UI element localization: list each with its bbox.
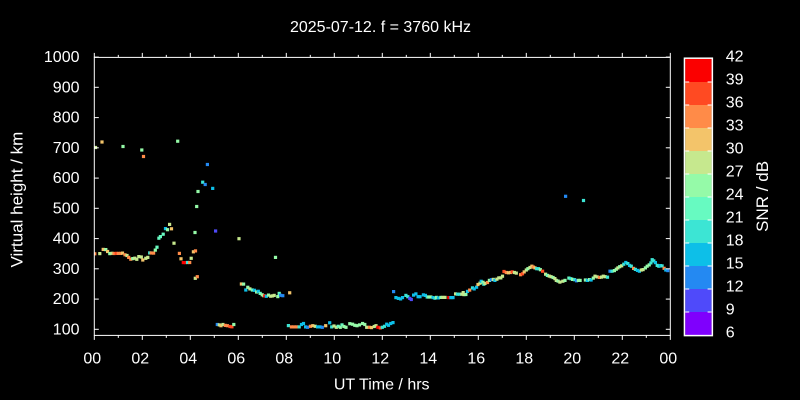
svg-text:15: 15 (726, 256, 744, 273)
svg-text:500: 500 (53, 200, 80, 217)
svg-text:SNR / dB: SNR / dB (753, 161, 772, 232)
svg-text:9: 9 (726, 302, 735, 319)
svg-text:12: 12 (371, 350, 389, 367)
svg-text:02: 02 (131, 350, 149, 367)
svg-text:18: 18 (726, 233, 744, 250)
svg-text:18: 18 (515, 350, 533, 367)
svg-text:12: 12 (726, 279, 744, 296)
svg-text:00: 00 (83, 350, 101, 367)
svg-text:UT Time / hrs: UT Time / hrs (334, 377, 430, 394)
svg-text:20: 20 (563, 350, 581, 367)
svg-text:16: 16 (467, 350, 485, 367)
svg-text:21: 21 (726, 210, 744, 227)
svg-text:06: 06 (227, 350, 245, 367)
svg-text:42: 42 (726, 49, 744, 66)
svg-text:800: 800 (53, 110, 80, 127)
svg-text:1000: 1000 (44, 49, 80, 66)
svg-text:30: 30 (726, 141, 744, 158)
svg-text:27: 27 (726, 164, 744, 181)
svg-text:900: 900 (53, 79, 80, 96)
svg-text:04: 04 (179, 350, 197, 367)
svg-text:600: 600 (53, 170, 80, 187)
svg-text:400: 400 (53, 231, 80, 248)
svg-text:300: 300 (53, 261, 80, 278)
svg-text:08: 08 (275, 350, 293, 367)
svg-text:10: 10 (323, 350, 341, 367)
svg-text:2025-07-12. f = 3760 kHz: 2025-07-12. f = 3760 kHz (290, 19, 471, 36)
svg-text:22: 22 (611, 350, 629, 367)
svg-text:00: 00 (659, 350, 677, 367)
svg-text:24: 24 (726, 187, 744, 204)
svg-text:Virtual height / km: Virtual height / km (8, 132, 27, 268)
svg-text:14: 14 (419, 350, 437, 367)
svg-text:6: 6 (726, 325, 735, 342)
svg-text:700: 700 (53, 140, 80, 157)
svg-text:100: 100 (53, 321, 80, 338)
svg-text:39: 39 (726, 72, 744, 89)
svg-text:33: 33 (726, 118, 744, 135)
svg-text:36: 36 (726, 95, 744, 112)
svg-text:200: 200 (53, 291, 80, 308)
